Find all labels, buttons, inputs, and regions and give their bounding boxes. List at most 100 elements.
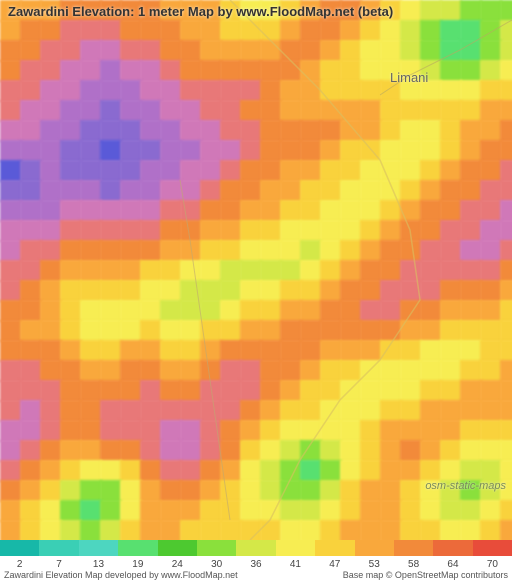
heatmap-cell	[100, 500, 122, 522]
heatmap-cell	[440, 340, 462, 362]
legend-swatch: 70	[473, 540, 512, 556]
heatmap-cell	[400, 400, 422, 422]
heatmap-cell	[460, 0, 482, 22]
heatmap-cell	[340, 180, 362, 202]
heatmap-cell	[200, 460, 222, 482]
heatmap-cell	[180, 160, 202, 182]
heatmap-cell	[40, 240, 62, 262]
heatmap-cell	[220, 500, 242, 522]
heatmap-cell	[420, 360, 442, 382]
heatmap-cell	[280, 100, 302, 122]
heatmap-cell	[140, 320, 162, 342]
footer-attribution-right: Base map © OpenStreetMap contributors	[343, 570, 508, 580]
heatmap-cell	[320, 480, 342, 502]
heatmap-cell	[440, 140, 462, 162]
heatmap-cell	[60, 200, 82, 222]
heatmap-cell	[200, 80, 222, 102]
heatmap-cell	[80, 280, 102, 302]
heatmap-cell	[160, 460, 182, 482]
heatmap-cell	[480, 260, 502, 282]
heatmap-cell	[360, 300, 382, 322]
heatmap-cell	[300, 340, 322, 362]
heatmap-cell	[340, 480, 362, 502]
heatmap-cell	[300, 120, 322, 142]
heatmap-cell	[0, 420, 22, 442]
heatmap-cell	[60, 280, 82, 302]
heatmap-cell	[340, 500, 362, 522]
map-watermark: osm-static-maps	[425, 480, 506, 492]
heatmap-cell	[360, 500, 382, 522]
heatmap-cell	[320, 320, 342, 342]
heatmap-cell	[100, 60, 122, 82]
heatmap-cell	[500, 460, 512, 482]
heatmap-cell	[220, 240, 242, 262]
heatmap-cell	[0, 40, 22, 62]
heatmap-cell	[40, 20, 62, 42]
heatmap-cell	[320, 80, 342, 102]
heatmap-cell	[180, 420, 202, 442]
heatmap-cell	[500, 80, 512, 102]
heatmap-cell	[500, 120, 512, 142]
heatmap-cell	[180, 140, 202, 162]
heatmap-cell	[340, 400, 362, 422]
heatmap-cell	[460, 60, 482, 82]
heatmap-cell	[440, 500, 462, 522]
legend-tick: 64	[447, 559, 458, 570]
heatmap-cell	[40, 500, 62, 522]
heatmap-cell	[440, 120, 462, 142]
heatmap-cell	[0, 80, 22, 102]
heatmap-cell	[380, 480, 402, 502]
heatmap-cell	[500, 100, 512, 122]
heatmap-cell	[220, 440, 242, 462]
heatmap-cell	[260, 340, 282, 362]
heatmap-cell	[460, 120, 482, 142]
heatmap-cell	[20, 520, 42, 540]
heatmap-cell	[500, 360, 512, 382]
heatmap-cell	[160, 120, 182, 142]
heatmap-cell	[160, 260, 182, 282]
heatmap-cell	[480, 40, 502, 62]
heatmap-cell	[360, 80, 382, 102]
heatmap-cell	[320, 120, 342, 142]
heatmap-cell	[360, 440, 382, 462]
heatmap-cell	[480, 220, 502, 242]
heatmap-cell	[240, 420, 262, 442]
heatmap-cell	[360, 520, 382, 540]
legend-swatch: 58	[394, 540, 433, 556]
heatmap-cell	[40, 520, 62, 540]
heatmap-cell	[100, 440, 122, 462]
heatmap-cell	[220, 480, 242, 502]
heatmap-cell	[400, 240, 422, 262]
heatmap-cell	[300, 140, 322, 162]
heatmap-cell	[160, 400, 182, 422]
heatmap-cell	[320, 20, 342, 42]
heatmap-cell	[180, 280, 202, 302]
heatmap-cell	[280, 260, 302, 282]
heatmap-cell	[180, 340, 202, 362]
heatmap-cell	[400, 380, 422, 402]
heatmap-cell	[440, 20, 462, 42]
heatmap-cell	[40, 480, 62, 502]
heatmap-cell	[360, 420, 382, 442]
legend-swatch: 13	[79, 540, 118, 556]
legend-swatch: 41	[276, 540, 315, 556]
heatmap-cell	[340, 60, 362, 82]
heatmap-cell	[240, 340, 262, 362]
heatmap-cell	[100, 240, 122, 262]
heatmap-cell	[220, 60, 242, 82]
heatmap-cell	[220, 460, 242, 482]
heatmap-cell	[120, 440, 142, 462]
heatmap-cell	[240, 60, 262, 82]
heatmap-cell	[340, 120, 362, 142]
heatmap-cell	[480, 280, 502, 302]
heatmap-cell	[120, 460, 142, 482]
heatmap-cell	[100, 220, 122, 242]
heatmap-cell	[40, 80, 62, 102]
heatmap-cell	[160, 420, 182, 442]
heatmap-cell	[120, 40, 142, 62]
heatmap-cell	[500, 160, 512, 182]
heatmap-cell	[240, 140, 262, 162]
heatmap-cell	[60, 100, 82, 122]
heatmap-cell	[240, 400, 262, 422]
heatmap-cell	[280, 400, 302, 422]
